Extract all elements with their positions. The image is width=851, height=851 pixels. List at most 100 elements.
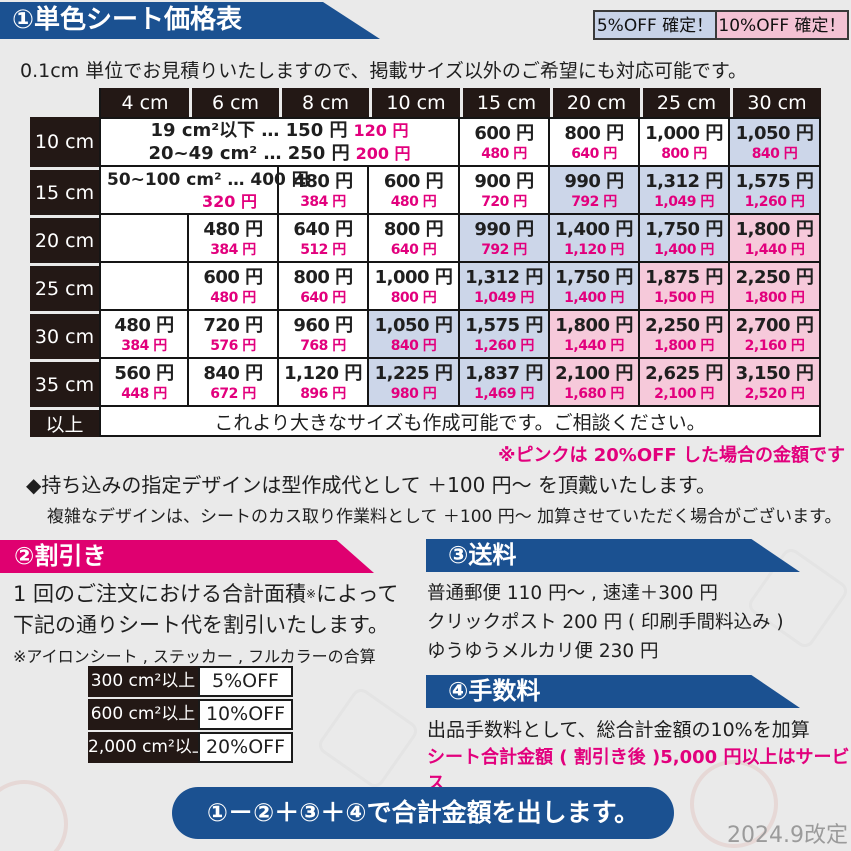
row-header: 25 cm (30, 263, 99, 311)
price-main: 1,800 円 (555, 314, 633, 336)
price-discounted: 980 円 (390, 385, 437, 402)
price-main: 800 円 (383, 218, 444, 240)
price-cell: 1,800 円 1,440 円 (730, 215, 821, 263)
price-cell: 600 円 480 円 (369, 167, 460, 215)
price-discounted: 792 円 (481, 241, 527, 258)
tier-line: 19 cm²以下 … 150 円 120 円 (101, 119, 458, 142)
price-discounted: 896 円 (300, 385, 346, 402)
discount-row: 300 cm²以上 5%OFF (88, 666, 293, 697)
price-cell: 800 円 640 円 (550, 117, 640, 167)
price-discounted: 1,049 円 (654, 193, 714, 210)
price-main: 560 円 (114, 362, 174, 384)
price-discounted: 480 円 (390, 193, 437, 210)
tier-price: 19 cm²以下 … 150 円 (150, 120, 348, 141)
discount-badge-10: 10%OFF 確定！ (717, 10, 849, 40)
price-cell: 1,050 円 840 円 (369, 311, 460, 359)
discount-line2: 下記の通りシート代を割引いたします。 (13, 613, 389, 637)
discount-footnote: ※アイロンシート , ステッカー , フルカラーの合算 (13, 647, 376, 666)
price-discounted: 792 円 (571, 193, 617, 210)
subtitle-text: 0.1cm 単位でお見積りいたしますので、掲載サイズ以外のご希望にも対応可能です… (20, 60, 747, 82)
discount-off-cell: 20%OFF (198, 732, 293, 763)
price-main: 1,050 円 (735, 122, 814, 144)
price-discounted: 448 円 (121, 385, 167, 402)
price-main: 840 円 (203, 362, 263, 384)
price-cell: 990 円 792 円 (460, 215, 550, 263)
price-cell: 640 円 512 円 (279, 215, 369, 263)
price-cell: 1,000 円 800 円 (369, 263, 460, 311)
price-main: 1,800 円 (735, 218, 814, 240)
price-cell: 1,000 円 800 円 (640, 117, 730, 167)
price-cell: 1,575 円 1,260 円 (460, 311, 550, 359)
discount-off-cell: 10%OFF (198, 699, 293, 730)
price-discounted: 384 円 (121, 337, 167, 354)
price-cell: 480 円 384 円 (189, 215, 279, 263)
discount-row: 2,000 cm²以上 20%OFF (88, 732, 293, 763)
price-discounted: 1,049 円 (474, 289, 534, 306)
column-header: 25 cm (640, 88, 730, 117)
column-header: 8 cm (279, 88, 369, 117)
price-discounted: 640 円 (571, 145, 617, 162)
price-cell: 2,250 円 1,800 円 (730, 263, 821, 311)
tier-price-discounted: 200 円 (355, 144, 411, 163)
price-discounted: 640 円 (390, 241, 437, 258)
row-header: 10 cm (30, 117, 99, 167)
price-cell: 3,150 円 2,520 円 (730, 359, 821, 407)
price-discounted: 2,520 円 (744, 385, 805, 402)
price-cell: 480 円 384 円 (99, 311, 189, 359)
price-cell: 1,750 円 1,400 円 (640, 215, 730, 263)
row-header: 15 cm (30, 167, 99, 215)
column-header: 30 cm (730, 88, 821, 117)
tier-price: 20~49 cm² … 250 円 (148, 143, 350, 164)
price-cell: 960 円 768 円 (279, 311, 369, 359)
price-discounted: 800 円 (661, 145, 707, 162)
price-discounted: 1,680 円 (564, 385, 624, 402)
price-main: 1,000 円 (645, 122, 723, 144)
price-main: 960 円 (293, 314, 353, 336)
section2-title: ②割引き (14, 542, 107, 570)
empty-cell (99, 215, 189, 263)
area-tier-cell: 50~100 cm² … 400 円 320 円 (99, 167, 309, 215)
page-title: ①単色シート価格表 (12, 5, 243, 35)
price-discounted: 1,469 円 (474, 385, 534, 402)
price-discounted: 672 円 (210, 385, 256, 402)
discount-badge-5: 5%OFF 確定！ (593, 10, 717, 40)
price-main: 2,625 円 (645, 362, 723, 384)
discount-area-cell: 300 cm²以上 (88, 666, 198, 697)
pink-price-note: ※ピンクは 20%OFF した場合の金額です (497, 445, 845, 466)
row-header: 以上 (30, 407, 99, 437)
price-discounted: 384 円 (210, 241, 256, 258)
price-main: 480 円 (293, 170, 353, 192)
price-main: 800 円 (293, 266, 353, 288)
price-discounted: 768 円 (300, 337, 346, 354)
price-discounted: 2,160 円 (744, 337, 805, 354)
price-discounted: 1,440 円 (744, 241, 805, 258)
empty-cell (99, 263, 189, 311)
price-cell: 900 円 720 円 (460, 167, 550, 215)
price-discounted: 1,400 円 (564, 289, 624, 306)
price-main: 1,312 円 (645, 170, 723, 192)
price-discounted: 480 円 (481, 145, 527, 162)
tier-price-discounted: 320 円 (202, 192, 257, 211)
price-discounted: 1,500 円 (654, 289, 714, 306)
price-main: 600 円 (474, 122, 534, 144)
shipping-line: クリックポスト 200 円 ( 印刷手間料込み ) (427, 612, 784, 633)
price-table-body: 4 cm 6 cm 8 cm 10 cm 15 cm 20 cm 25 cm 30 cm 10 … (30, 88, 821, 437)
price-main: 1,120 円 (284, 362, 362, 384)
price-main: 1,575 円 (465, 314, 543, 336)
discount-line1: 1 回のご注文における合計面積※によって (13, 582, 399, 606)
price-main: 1,575 円 (735, 170, 814, 192)
price-cell: 2,700 円 2,160 円 (730, 311, 821, 359)
fee-description: 出品手数料として、総合計金額の10%を加算 (427, 719, 810, 741)
price-main: 1,225 円 (374, 362, 453, 384)
price-main: 990 円 (474, 218, 534, 240)
price-cell: 1,312 円 1,049 円 (640, 167, 730, 215)
column-header: 20 cm (550, 88, 640, 117)
price-discounted: 1,800 円 (744, 289, 805, 306)
price-main: 600 円 (383, 170, 444, 192)
price-main: 1,875 円 (645, 266, 723, 288)
discount-area-cell: 2,000 cm²以上 (88, 732, 209, 763)
price-main: 990 円 (564, 170, 624, 192)
price-main: 2,250 円 (735, 266, 814, 288)
price-main: 1,400 円 (555, 218, 633, 240)
